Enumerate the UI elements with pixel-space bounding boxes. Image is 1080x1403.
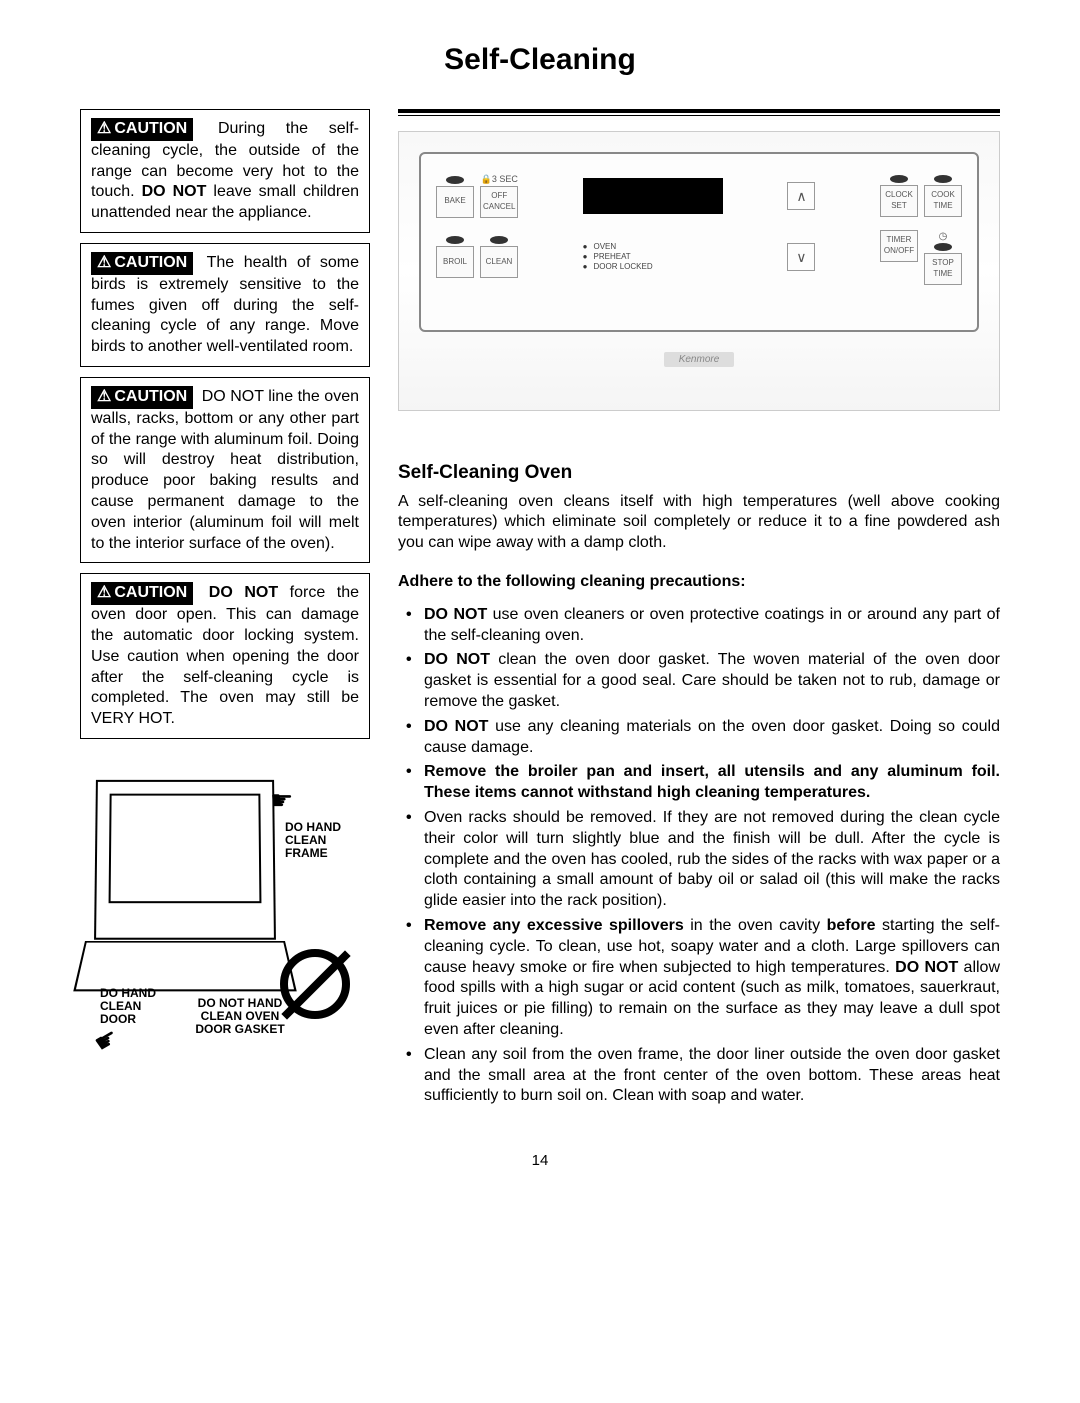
caution-label: CAUTION xyxy=(91,386,193,409)
list-item: Oven racks should be removed. If they ar… xyxy=(398,808,1000,912)
up-arrow-button: ∧ xyxy=(787,182,815,210)
list-item: DO NOT use oven cleaners or oven protect… xyxy=(398,605,1000,647)
door-locked-indicator: DOOR LOCKED xyxy=(583,262,723,272)
label-clean-door: DO HAND CLEAN DOOR xyxy=(100,987,175,1027)
label-clean-frame: DO HAND CLEAN FRAME xyxy=(285,821,360,861)
down-arrow-button: ∨ xyxy=(787,243,815,271)
section-subheading: Adhere to the following cleaning precaut… xyxy=(398,572,1000,593)
oven-opening xyxy=(109,794,262,904)
left-column: CAUTION During the self-cleaning cycle, … xyxy=(80,109,370,1111)
caution-box-3: CAUTION DO NOT line the oven walls, rack… xyxy=(80,377,370,563)
control-panel-illustration: BAKE 🔒3 SEC OFFCANCEL ∧ CLOCKSET xyxy=(398,131,1000,411)
timer-button: TIMERON/OFF xyxy=(880,230,918,262)
panel-indicators: OVEN PREHEAT DOOR LOCKED xyxy=(583,242,723,273)
oven-body xyxy=(94,780,276,940)
oven-door xyxy=(73,941,297,991)
caution-label: CAUTION xyxy=(91,582,193,605)
hand-icon: ☛ xyxy=(88,1020,125,1061)
right-column: BAKE 🔒3 SEC OFFCANCEL ∧ CLOCKSET xyxy=(398,109,1000,1111)
label-no-clean-gasket: DO NOT HAND CLEAN OVEN DOOR GASKET xyxy=(195,997,285,1037)
panel-inner: BAKE 🔒3 SEC OFFCANCEL ∧ CLOCKSET xyxy=(419,152,979,332)
section-heading: Self-Cleaning Oven xyxy=(398,461,1000,486)
oven-indicator: OVEN xyxy=(583,242,723,252)
content-columns: CAUTION During the self-cleaning cycle, … xyxy=(80,109,1000,1111)
caution-bold: DO NOT xyxy=(142,183,207,200)
page-number: 14 xyxy=(80,1151,1000,1171)
off-cancel-button: 🔒3 SEC OFFCANCEL xyxy=(480,174,518,218)
page-title: Self-Cleaning xyxy=(80,40,1000,79)
hand-icon: ☛ xyxy=(270,784,293,818)
panel-row-2: BROIL CLEAN OVEN PREHEAT DOOR LOCKED ∨ xyxy=(436,230,962,285)
oven-diagram: ☛ DO HAND CLEAN FRAME DO HAND CLEAN DOOR… xyxy=(80,749,360,1069)
caution-label: CAUTION xyxy=(91,118,193,141)
caution-box-4: CAUTION DO NOT force the oven door open.… xyxy=(80,573,370,739)
list-item: Clean any soil from the oven frame, the … xyxy=(398,1045,1000,1107)
cook-time-button: COOKTIME xyxy=(924,175,962,217)
precautions-list: DO NOT use oven cleaners or oven protect… xyxy=(398,605,1000,1107)
stop-time-button: ◷ STOPTIME xyxy=(924,230,962,285)
list-item: DO NOT use any cleaning materials on the… xyxy=(398,717,1000,759)
preheat-indicator: PREHEAT xyxy=(583,252,723,262)
section-intro: A self-cleaning oven cleans itself with … xyxy=(398,492,1000,554)
panel-display xyxy=(583,178,723,214)
broil-button: BROIL xyxy=(436,236,474,278)
list-item: DO NOT clean the oven door gasket. The w… xyxy=(398,650,1000,712)
list-item: Remove the broiler pan and insert, all u… xyxy=(398,762,1000,804)
prohibition-icon xyxy=(280,949,350,1019)
divider-thick xyxy=(398,109,1000,113)
caution-text: DO NOT line the oven walls, racks, botto… xyxy=(91,388,359,552)
panel-row-1: BAKE 🔒3 SEC OFFCANCEL ∧ CLOCKSET xyxy=(436,174,962,218)
divider-thin xyxy=(398,115,1000,116)
clean-button: CLEAN xyxy=(480,236,518,278)
clock-set-button: CLOCKSET xyxy=(880,175,918,217)
caution-label: CAUTION xyxy=(91,252,193,275)
caution-text-after: force the oven door open. This can damag… xyxy=(91,584,359,727)
list-item: Remove any excessive spillovers in the o… xyxy=(398,916,1000,1041)
caution-bold: DO NOT xyxy=(209,584,278,601)
brand-label: Kenmore xyxy=(664,352,734,367)
caution-box-2: CAUTION The health of some birds is extr… xyxy=(80,243,370,367)
bake-button: BAKE xyxy=(436,176,474,218)
caution-box-1: CAUTION During the self-cleaning cycle, … xyxy=(80,109,370,233)
